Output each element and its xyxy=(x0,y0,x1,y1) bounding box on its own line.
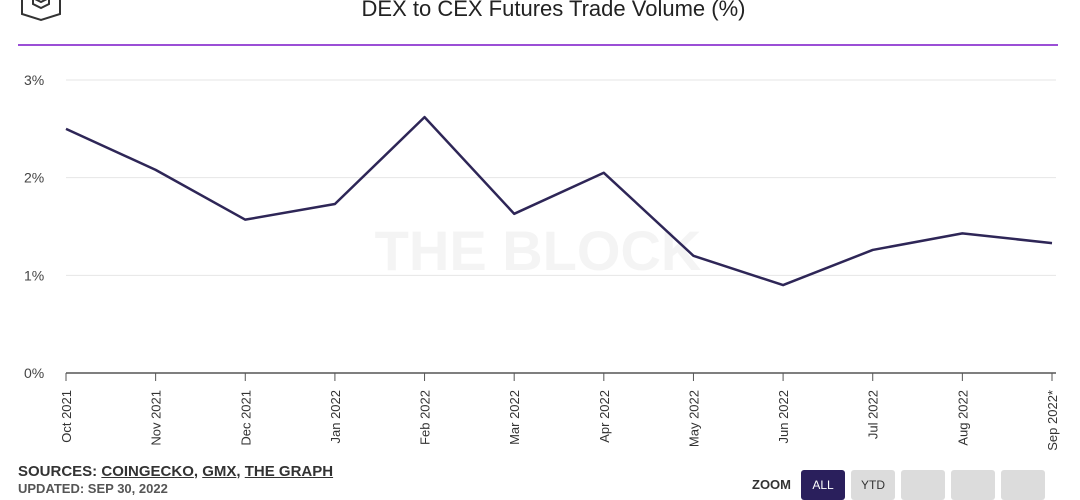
zoom-button-3[interactable] xyxy=(901,470,945,500)
data-point xyxy=(871,248,875,252)
series-layer xyxy=(64,115,1054,287)
x-tick-label: Oct 2021 xyxy=(59,390,74,443)
y-tick-label: 2% xyxy=(24,170,44,186)
zoom-label: ZOOM xyxy=(752,477,791,492)
zoom-all-button[interactable]: ALL xyxy=(801,470,845,500)
chart-title: DEX to CEX Futures Trade Volume (%) xyxy=(361,0,746,21)
series-line xyxy=(65,115,1053,287)
data-point xyxy=(602,171,606,175)
y-tick-label: 0% xyxy=(24,365,44,381)
x-tick-label: Jun 2022 xyxy=(776,390,791,444)
x-tick-label: Nov 2021 xyxy=(149,390,164,446)
x-tick-label: Mar 2022 xyxy=(507,390,522,445)
source-link-coingecko[interactable]: COINGECKO xyxy=(101,463,194,480)
zoom-ytd-button[interactable]: YTD xyxy=(851,470,895,500)
sources-line: SOURCES: COINGECKO, GMX, THE GRAPH xyxy=(18,463,334,480)
x-tick-label: Sep 2022* xyxy=(1045,390,1060,451)
sources-label: SOURCES: xyxy=(18,463,98,480)
x-tick-label: Jul 2022 xyxy=(866,390,881,439)
source-link-gmx[interactable]: GMX xyxy=(202,463,237,480)
data-point xyxy=(1050,241,1054,245)
data-point xyxy=(154,168,158,172)
y-axis-ticks: 0% 1% 2% 3% xyxy=(24,72,44,381)
gridlines xyxy=(66,79,1056,374)
x-tick-label: Jan 2022 xyxy=(328,390,343,444)
updated-date: UPDATED: SEP 30, 2022 xyxy=(18,481,168,496)
x-tick-label: Aug 2022 xyxy=(955,390,970,446)
data-point xyxy=(333,202,337,206)
y-tick-label: 3% xyxy=(24,72,44,88)
data-point xyxy=(691,254,695,258)
data-point xyxy=(512,212,516,216)
x-tick-label: Apr 2022 xyxy=(597,390,612,443)
x-tick-label: May 2022 xyxy=(686,390,701,447)
watermark-text: THE BLOCK xyxy=(375,219,702,282)
line-chart: THE BLOCK 0% 1% 2% 3% Oct 2021 Nov 2021 Dec 2… xyxy=(24,72,1060,451)
data-point xyxy=(243,218,247,222)
zoom-button-5[interactable] xyxy=(1001,470,1045,500)
the-block-logo-icon xyxy=(18,0,64,22)
source-link-the-graph[interactable]: THE GRAPH xyxy=(244,463,334,480)
data-point xyxy=(423,115,427,119)
x-tick-label: Feb 2022 xyxy=(418,390,433,445)
data-point xyxy=(64,127,68,131)
data-point xyxy=(781,283,785,287)
x-axis-ticks: Oct 2021 Nov 2021 Dec 2021 Jan 2022 Feb 2022… xyxy=(59,373,1060,451)
x-tick-label: Dec 2021 xyxy=(238,390,253,446)
zoom-button-4[interactable] xyxy=(951,470,995,500)
title-divider xyxy=(18,44,1058,46)
zoom-controls: ZOOM ALL YTD xyxy=(752,470,1045,500)
y-tick-label: 1% xyxy=(24,267,44,283)
data-point xyxy=(960,231,964,235)
